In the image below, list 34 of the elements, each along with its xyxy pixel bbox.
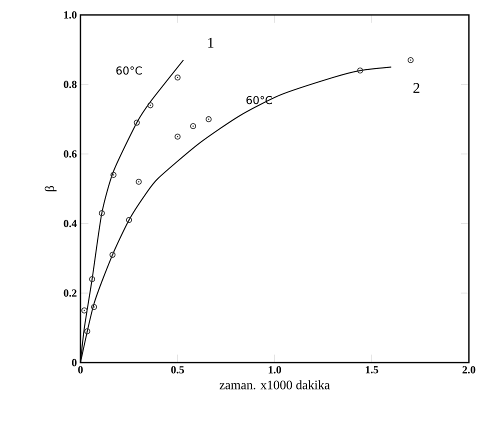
point <box>136 178 142 185</box>
point <box>134 120 140 126</box>
annotation: 2 <box>413 82 420 93</box>
point <box>408 57 414 64</box>
point <box>357 67 364 74</box>
point <box>84 328 90 334</box>
x-axis-title: zaman. x1000 dakika <box>220 380 330 390</box>
y-tick-label: 0.6 <box>64 150 77 158</box>
y-tick-label: 1.0 <box>64 11 77 19</box>
x-tick-label: 0.5 <box>171 366 184 374</box>
point <box>174 74 181 80</box>
point <box>98 210 105 216</box>
point <box>174 133 181 140</box>
annotation: 1 <box>208 38 214 48</box>
point <box>81 307 88 314</box>
annotation: 60°C <box>116 66 142 75</box>
x-tick-label: 1.5 <box>366 366 378 374</box>
point <box>110 172 117 178</box>
point <box>110 252 116 258</box>
point <box>89 276 96 282</box>
x-tick-label: 0 <box>78 366 83 374</box>
y-axis-title: β <box>44 186 57 192</box>
point <box>126 216 132 223</box>
annotation: 60°C <box>246 96 272 104</box>
y-tick-label: 0.4 <box>64 220 77 228</box>
y-tick-label: 0.8 <box>64 80 77 88</box>
point <box>190 123 196 130</box>
x-tick-label: 1.0 <box>268 366 282 374</box>
point <box>91 304 98 310</box>
point <box>206 116 212 122</box>
point <box>147 102 154 108</box>
y-tick-label: 0 <box>72 358 77 366</box>
x-tick-label: 2.0 <box>462 366 476 374</box>
y-tick-label: 0.2 <box>64 289 76 297</box>
